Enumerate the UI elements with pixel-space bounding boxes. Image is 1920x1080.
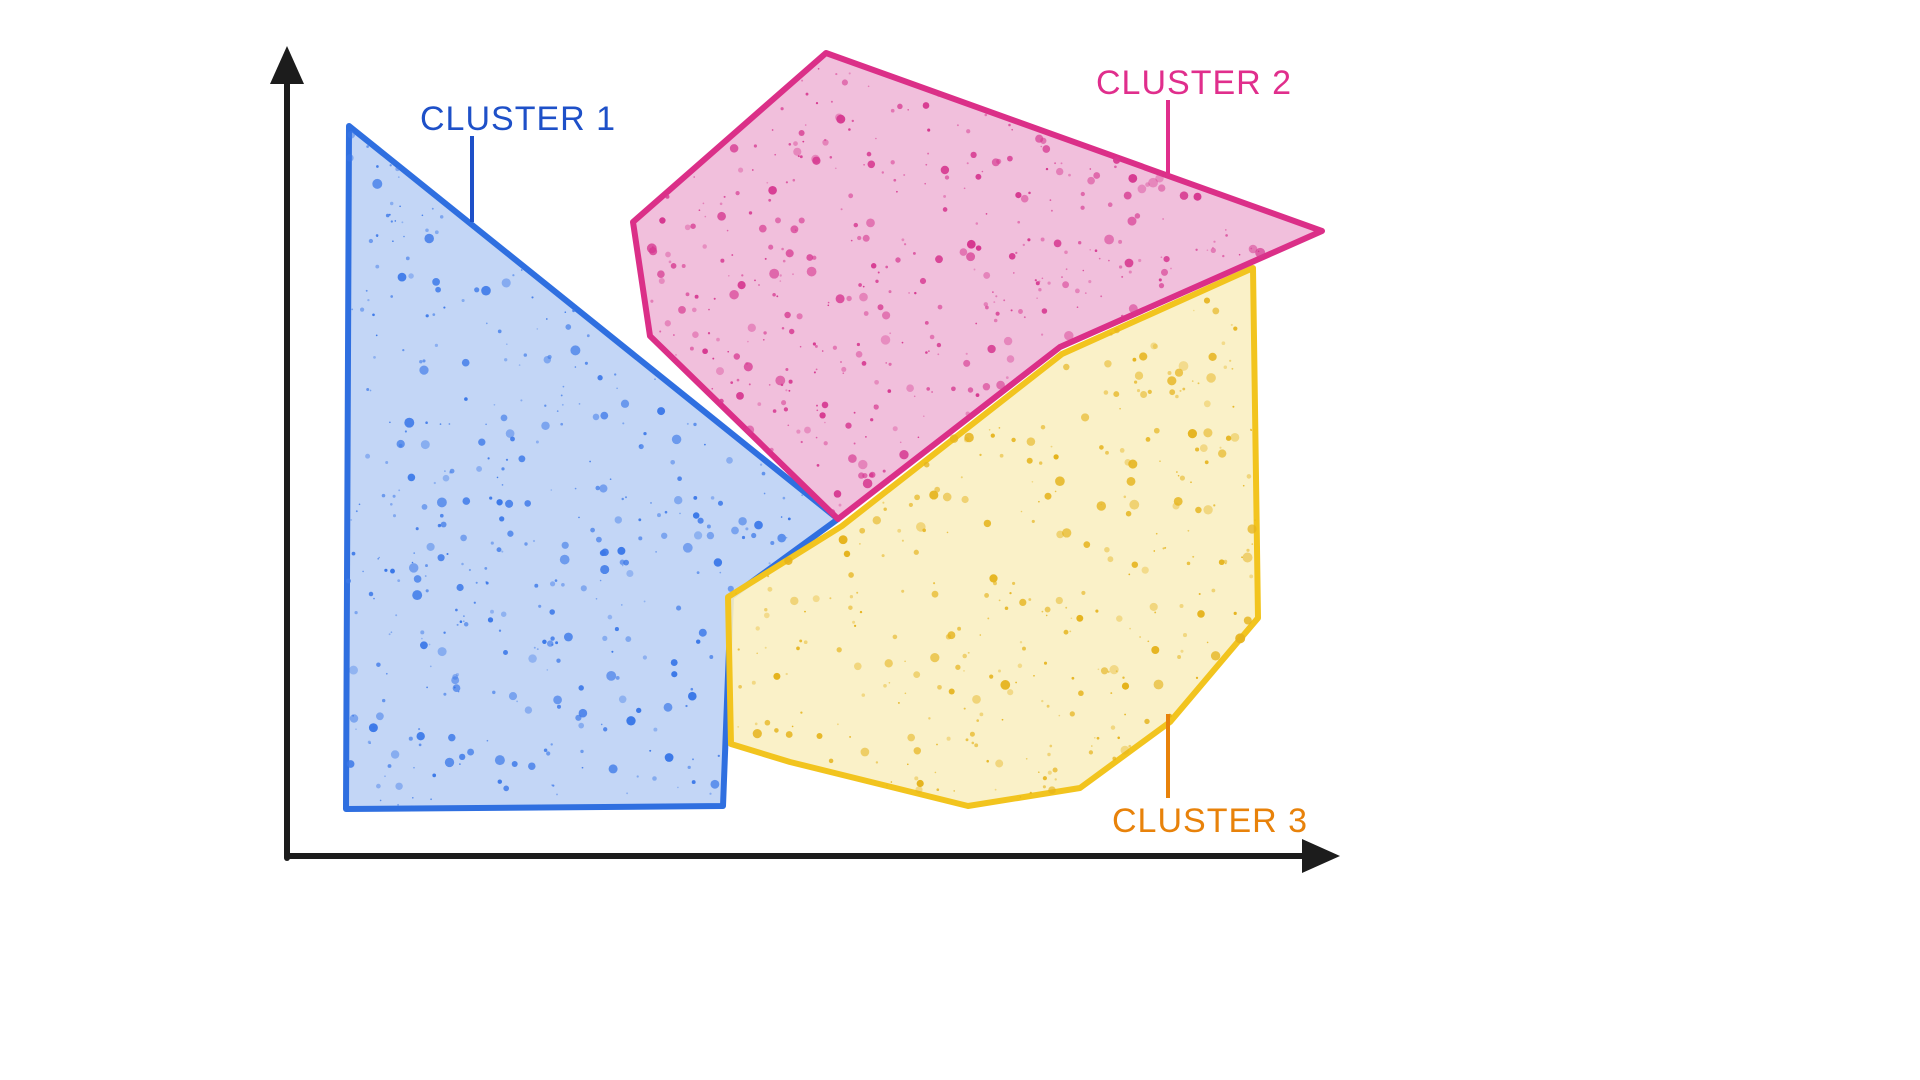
cluster-2-label: CLUSTER 2 [1096,64,1293,102]
cluster-3-label: CLUSTER 3 [1112,802,1309,840]
cluster-region-1 [343,123,841,812]
cluster-dots-1 [345,130,804,806]
cluster-region-3 [725,265,1261,809]
cluster-dots-2 [646,67,1281,515]
cluster-dots-3 [735,297,1257,798]
cluster-1-label: CLUSTER 1 [420,100,617,138]
axes [270,46,1340,873]
cluster-region-2 [630,50,1325,522]
